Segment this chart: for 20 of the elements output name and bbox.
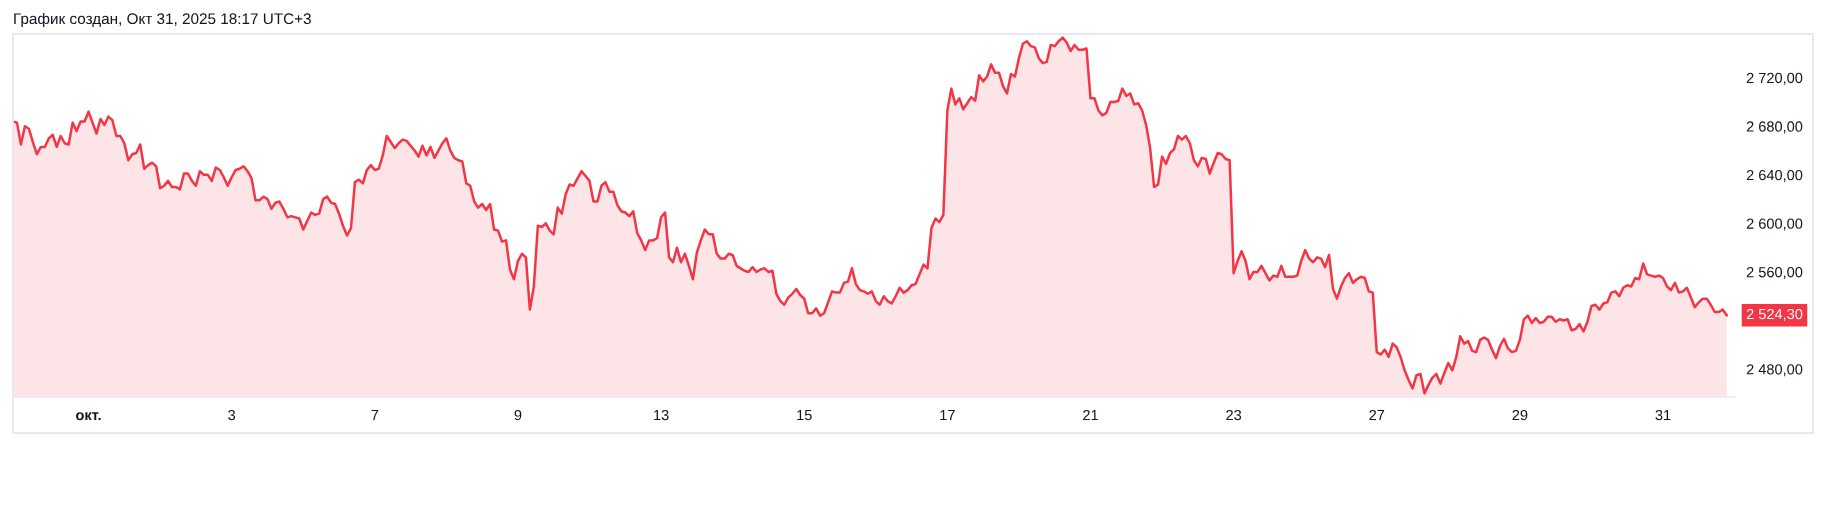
x-tick-label: 27	[1369, 409, 1385, 421]
y-tick-label: 2 600,00	[1746, 218, 1803, 231]
y-tick-label: 2 480,00	[1746, 364, 1803, 377]
x-tick-label: 31	[1655, 409, 1671, 421]
x-tick-label: 23	[1226, 409, 1242, 421]
y-tick-label: 2 560,00	[1746, 267, 1803, 280]
y-tick-label: 2 720,00	[1746, 72, 1803, 85]
x-tick-label: 13	[654, 409, 669, 421]
x-tick-label: 29	[1512, 409, 1528, 421]
x-tick-label: 7	[371, 410, 379, 421]
x-tick-label: 21	[1083, 409, 1098, 421]
y-tick-label: 2 640,00	[1746, 169, 1803, 182]
x-tick-label: 9	[514, 409, 522, 421]
chart-title: График создан, Окт 31, 2025 18:17 UTC+3	[14, 12, 311, 28]
y-tick-label: 2 680,00	[1746, 121, 1803, 134]
x-tick-label: 3	[228, 409, 236, 421]
text: 2 524,30	[1746, 308, 1803, 321]
x-tick-label: 15	[797, 410, 812, 421]
x-tick-label: 17	[940, 410, 955, 421]
x-tick-label: окт.	[76, 412, 101, 421]
